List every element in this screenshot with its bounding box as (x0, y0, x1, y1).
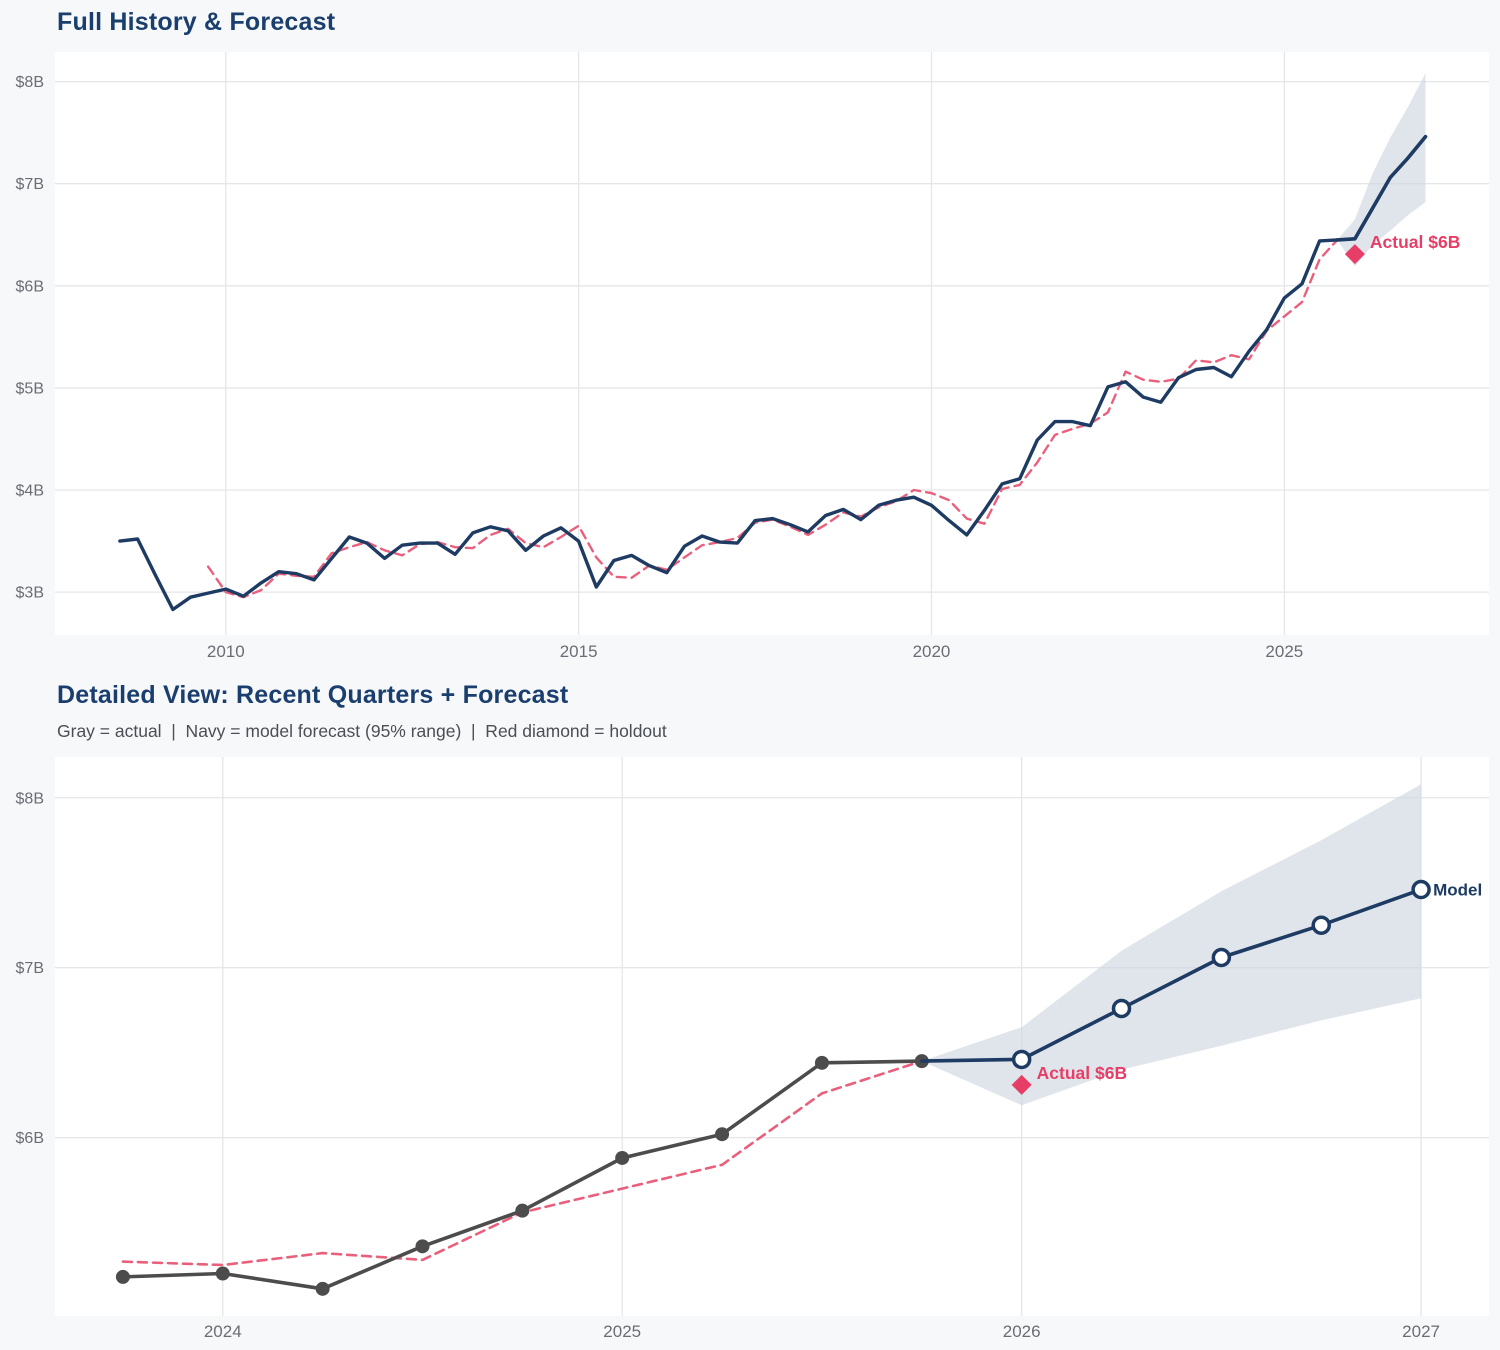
detailed-view-chart: 2024 2025 2026 2027 $8B $7B $6B Model Actual $6B (16, 757, 1489, 1341)
holdout-annotation: Actual $6B (1370, 232, 1460, 252)
forecast-confidence-band (921, 784, 1422, 1106)
model_forecast-point (1011, 1049, 1032, 1070)
actual_recent-point (415, 1239, 430, 1254)
y-axis-tick-label: $8B (16, 790, 44, 807)
holdout-diamond (1344, 244, 1365, 265)
model_forecast-end-label: Model (1433, 881, 1482, 900)
model_forecast-point (1111, 998, 1132, 1019)
y-axis-tick-label: $6B (16, 1130, 44, 1147)
actual_recent-point (715, 1127, 730, 1142)
model_forecast-line (919, 887, 1423, 1063)
y-axis-tick-label: $4B (16, 483, 44, 500)
y-axis-tick-label: $7B (16, 960, 44, 977)
actual_recent-point (215, 1266, 230, 1281)
actual_recent-point (814, 1055, 829, 1070)
plot-area (55, 757, 1489, 1316)
x-axis-tick-label: 2027 (1402, 1322, 1440, 1341)
x-axis-tick-label: 2024 (204, 1322, 242, 1341)
y-axis-tick-label: $8B (16, 74, 44, 91)
actual_recent-point (515, 1203, 530, 1218)
actual_recent-point (315, 1281, 330, 1296)
detailed-view-chart-title: Detailed View: Recent Quarters + Forecas… (57, 681, 569, 709)
y-axis-tick-label: $3B (16, 585, 44, 602)
full-history-chart-title: Full History & Forecast (57, 8, 336, 36)
plot-area (55, 52, 1489, 635)
x-axis-tick-label: 2015 (560, 642, 598, 661)
x-axis-tick-label: 2010 (207, 642, 245, 661)
y-axis-tick-label: $5B (16, 380, 44, 397)
forecast-confidence-band (1337, 73, 1426, 267)
detailed-view-chart-legend-subtitle: Gray = actual | Navy = model forecast (9… (57, 721, 667, 741)
holdout-diamond (1011, 1074, 1032, 1095)
y-axis-tick-label: $6B (16, 278, 44, 295)
holdout-annotation: Actual $6B (1037, 1063, 1127, 1083)
x-axis-tick-label: 2020 (913, 642, 951, 661)
actual_recent-point (115, 1269, 130, 1284)
full-history-forecast-chart: 2010 2015 2020 2025 $8B $7B $6B $5B $4B $3B Actual… (16, 52, 1489, 661)
model_forecast-point (1311, 915, 1331, 935)
model_forecast-line (1335, 134, 1428, 242)
actual_history-line (118, 238, 1340, 612)
model_forecast-point (1211, 947, 1232, 968)
model_forecast-point (1411, 879, 1431, 900)
y-axis-tick-label: $7B (16, 176, 44, 193)
x-axis-tick-label: 2025 (603, 1322, 641, 1341)
x-axis-tick-label: 2026 (1003, 1322, 1041, 1341)
x-axis-tick-label: 2025 (1265, 642, 1303, 661)
actual_recent-point (615, 1150, 630, 1165)
